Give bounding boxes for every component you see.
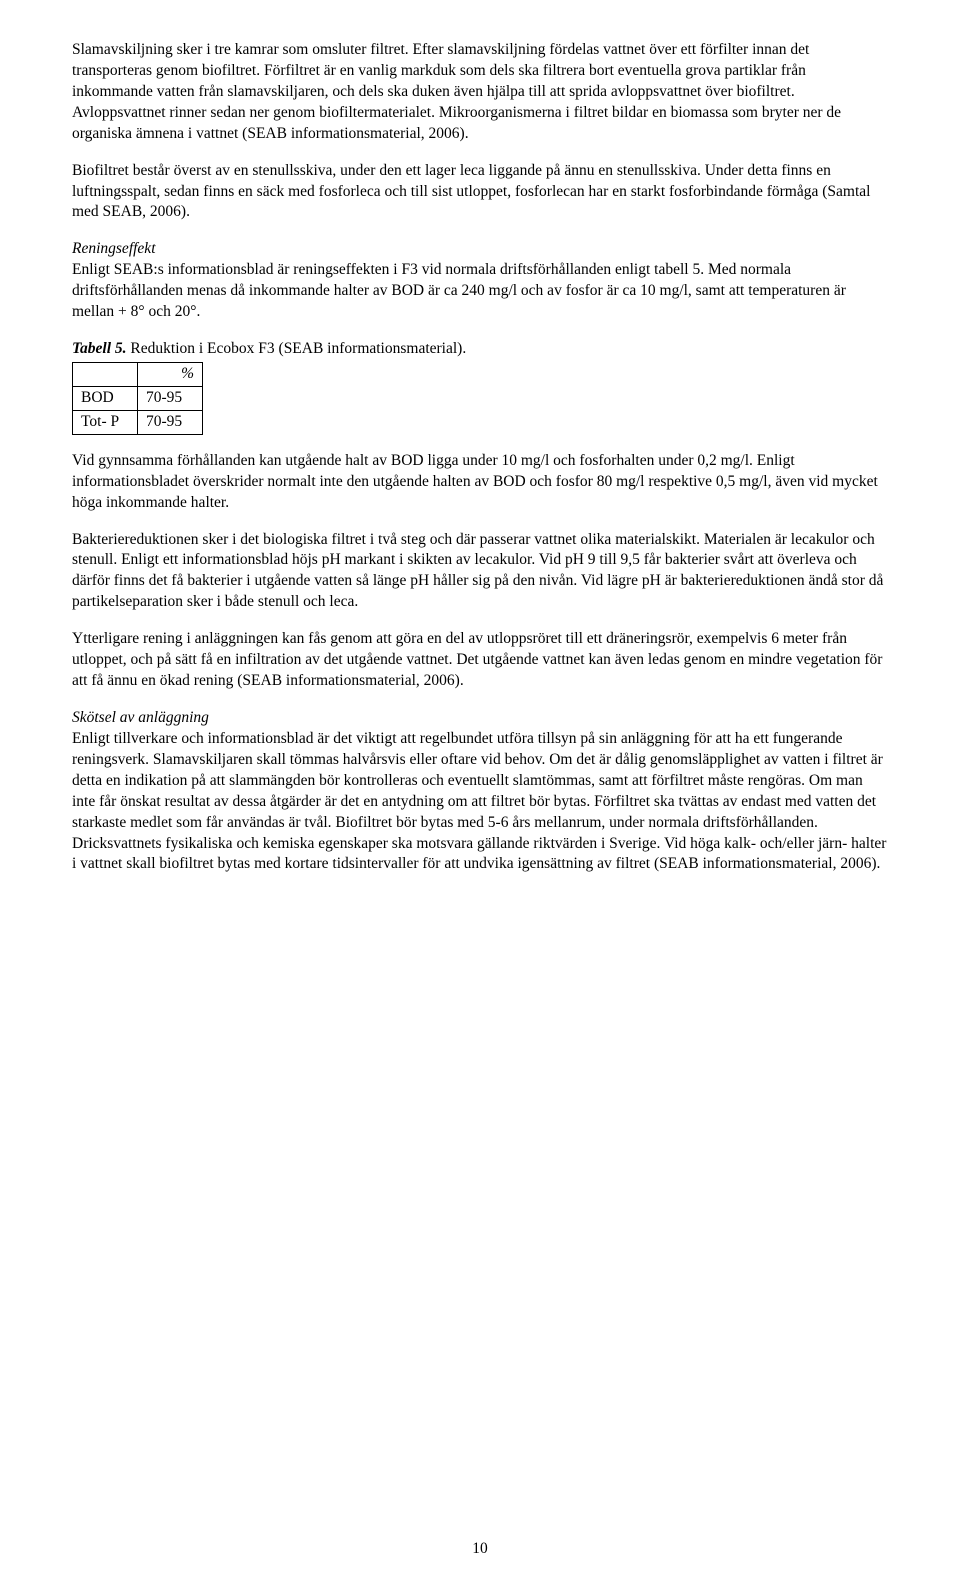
paragraph-1: Slamavskiljning sker i tre kamrar som om… xyxy=(72,40,888,145)
table-caption: Tabell 5. Reduktion i Ecobox F3 (SEAB in… xyxy=(72,339,888,360)
table-cell-value: 70-95 xyxy=(138,410,203,434)
table-title: Reduktion i Ecobox F3 (SEAB informations… xyxy=(127,340,467,357)
table-cell-value: 70-95 xyxy=(138,386,203,410)
paragraph-2: Biofiltret består överst av en stenullss… xyxy=(72,161,888,224)
table-number: Tabell 5. xyxy=(72,340,127,357)
table-row: BOD 70-95 xyxy=(73,386,203,410)
paragraph-6: Ytterligare rening i anläggningen kan få… xyxy=(72,629,888,692)
paragraph-5: Bakteriereduktionen sker i det biologisk… xyxy=(72,530,888,614)
heading-reningseffekt: Reningseffekt xyxy=(72,239,888,260)
paragraph-4: Vid gynnsamma förhållanden kan utgående … xyxy=(72,451,888,514)
table-cell-label: Tot- P xyxy=(73,410,138,434)
table-row: Tot- P 70-95 xyxy=(73,410,203,434)
table-row: % xyxy=(73,362,203,386)
table-cell-label: BOD xyxy=(73,386,138,410)
paragraph-7: Enligt tillverkare och informationsblad … xyxy=(72,729,888,875)
paragraph-3: Enligt SEAB:s informationsblad är rening… xyxy=(72,260,888,323)
page-number: 10 xyxy=(0,1539,960,1560)
reduction-table: % BOD 70-95 Tot- P 70-95 xyxy=(72,362,203,435)
table-header-percent: % xyxy=(138,362,203,386)
section-reningseffekt: Reningseffekt Enligt SEAB:s informations… xyxy=(72,239,888,323)
heading-skotsel: Skötsel av anläggning xyxy=(72,708,888,729)
section-skotsel: Skötsel av anläggning Enligt tillverkare… xyxy=(72,708,888,875)
document-page: Slamavskiljning sker i tre kamrar som om… xyxy=(0,0,960,1590)
table-cell-empty xyxy=(73,362,138,386)
